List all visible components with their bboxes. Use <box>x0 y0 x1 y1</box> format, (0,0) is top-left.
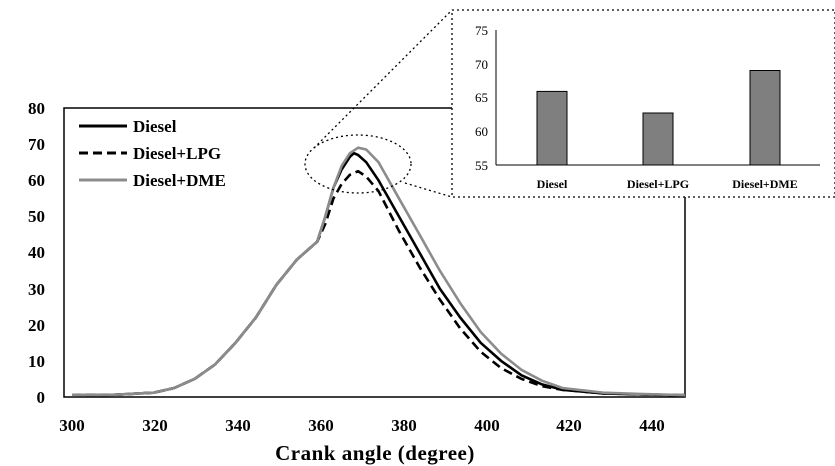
x-tick-label: 380 <box>391 416 417 435</box>
inset-bar-diesel-dme <box>749 70 781 166</box>
callout-line-right <box>404 182 453 198</box>
x-axis-label: Crank angle (degree) <box>275 441 475 465</box>
inset-y-tick-label: 75 <box>475 23 488 38</box>
y-tick-label: 0 <box>37 388 46 407</box>
legend-label-diesel: Diesel <box>133 117 177 136</box>
inset-category-label: Diesel+DME <box>732 177 798 191</box>
inset-y-tick-label: 60 <box>475 124 488 139</box>
inset-y-tick-label: 65 <box>475 90 488 105</box>
inset-category-label: Diesel+LPG <box>627 177 689 191</box>
series-line-diesel-lpg <box>71 169 686 397</box>
y-tick-label: 80 <box>28 99 45 118</box>
y-tick-label: 30 <box>28 280 45 299</box>
inset-bar-chart: 55 60 65 70 75 Diesel Diesel+LPG Diesel+… <box>451 9 835 198</box>
y-tick-label: 40 <box>28 243 45 262</box>
y-tick-label: 50 <box>28 207 45 226</box>
series-line-diesel-dme <box>71 146 686 397</box>
y-tick-label: 70 <box>28 135 45 154</box>
series-lines <box>71 146 686 397</box>
peak-highlight-ellipse <box>304 134 412 194</box>
inset-y-tick-label: 70 <box>475 57 488 72</box>
inset-y-tick-label: 55 <box>475 158 488 173</box>
main-plot-frame <box>63 107 686 398</box>
x-tick-label: 440 <box>639 416 665 435</box>
x-tick-label: 360 <box>308 416 334 435</box>
inset-bar-diesel <box>536 90 568 166</box>
legend: Diesel Diesel+LPG Diesel+DME <box>79 117 226 190</box>
legend-label-diesel-dme: Diesel+DME <box>133 171 226 190</box>
inset-category-label: Diesel <box>537 177 568 191</box>
x-tick-label: 300 <box>59 416 85 435</box>
x-tick-label: 320 <box>142 416 168 435</box>
x-tick-label: 420 <box>556 416 582 435</box>
inset-bar-diesel-lpg <box>642 112 674 166</box>
x-tick-label: 400 <box>474 416 500 435</box>
x-tick-label: 340 <box>225 416 251 435</box>
inset-bars <box>536 70 781 166</box>
legend-label-diesel-lpg: Diesel+LPG <box>133 144 221 163</box>
y-tick-label: 60 <box>28 171 45 190</box>
callout-line-left <box>313 9 453 149</box>
y-tick-label: 20 <box>28 316 45 335</box>
y-tick-labels: 0 10 20 30 40 50 60 70 80 <box>28 99 45 407</box>
y-tick-label: 10 <box>28 352 45 371</box>
x-tick-labels: 300 320 340 360 380 400 420 440 <box>59 416 665 435</box>
